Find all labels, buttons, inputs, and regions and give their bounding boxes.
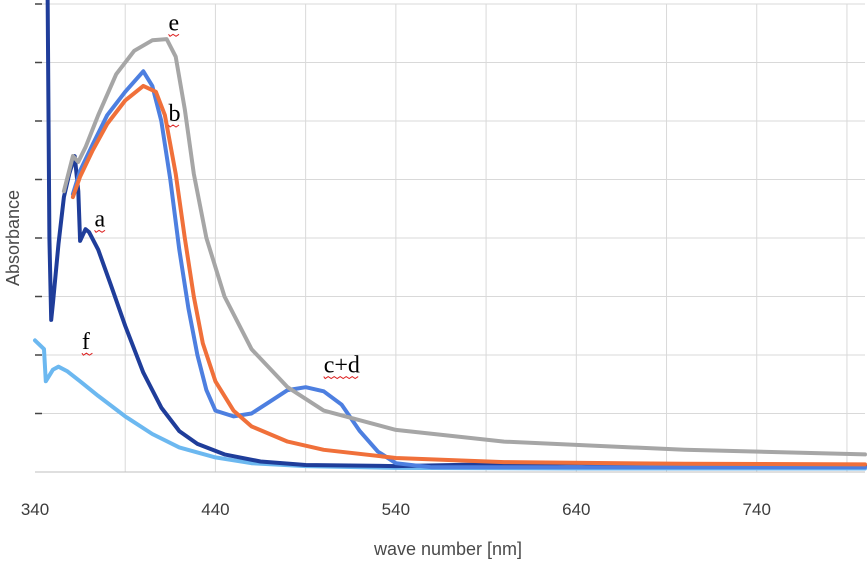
- x-tick-label: 640: [562, 500, 590, 519]
- annotation-label: f: [82, 329, 90, 355]
- series-line-cd: [70, 69, 867, 470]
- y-axis-title: Absorbance: [3, 190, 23, 286]
- spellcheck-underline: [94, 229, 106, 233]
- spellcheck-underline: [81, 352, 93, 356]
- x-tick-label: 540: [382, 500, 410, 519]
- spellcheck-underline: [168, 124, 180, 128]
- annotation-label: e: [169, 10, 180, 36]
- annotation-label: a: [95, 206, 106, 232]
- series-line-e: [61, 37, 867, 457]
- annotations: e b a c+d f: [81, 10, 360, 380]
- x-tick-label: 440: [201, 500, 229, 519]
- series-line-b: [70, 83, 867, 467]
- spellcheck-underline: [323, 375, 359, 380]
- annotation-label: b: [169, 101, 181, 127]
- x-axis-title: wave number [nm]: [373, 539, 522, 559]
- x-tick-label: 340: [21, 500, 49, 519]
- annotation-label: c+d: [324, 353, 360, 379]
- x-tick-label: 740: [743, 500, 771, 519]
- y-axis-ticks: [35, 3, 42, 415]
- x-axis-tick-labels: 340 440 540 640 740: [21, 500, 771, 519]
- series-layer: [33, 0, 867, 471]
- grid: [35, 3, 865, 472]
- spellcheck-underline: [168, 33, 180, 38]
- series-line-a: [45, 0, 867, 469]
